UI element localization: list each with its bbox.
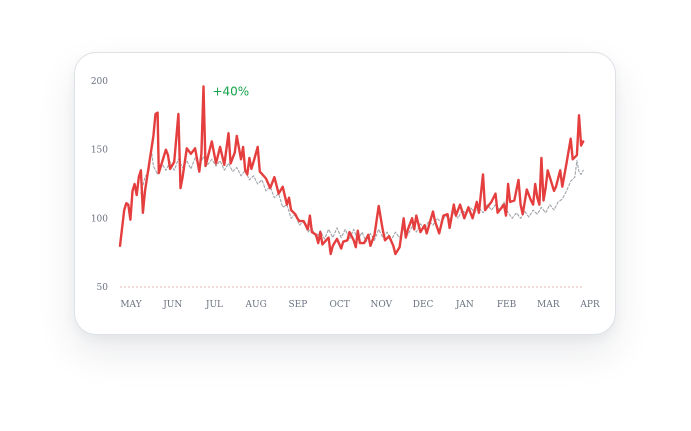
- x-tick-label: APR: [579, 300, 600, 310]
- primary-series-line: [118, 85, 585, 256]
- y-tick-label: 150: [91, 146, 108, 156]
- x-tick-label: JAN: [455, 300, 474, 310]
- x-tick-label: DEC: [413, 300, 434, 310]
- x-tick-labels: MAY JUN JUL AUG SEP OCT NOV DEC JAN FEB MAR APR: [120, 300, 600, 310]
- x-tick-label: JUN: [162, 300, 182, 310]
- x-tick-label: OCT: [329, 300, 349, 310]
- x-tick-label: NOV: [371, 300, 393, 310]
- y-tick-label: 100: [91, 214, 108, 224]
- peak-annotation: +40%: [212, 84, 249, 98]
- x-tick-label: SEP: [289, 300, 308, 310]
- y-tick-label: 50: [97, 283, 109, 293]
- x-tick-label: JUL: [205, 300, 223, 310]
- x-tick-label: AUG: [245, 300, 267, 310]
- comparison-series-line: [140, 149, 584, 243]
- y-tick-label: 200: [91, 77, 108, 87]
- x-tick-label: MAR: [537, 300, 560, 310]
- x-tick-label: MAY: [120, 300, 142, 310]
- series-layer: [118, 85, 585, 256]
- x-tick-label: FEB: [497, 300, 517, 310]
- y-tick-labels: 50 100 150 200: [91, 77, 108, 293]
